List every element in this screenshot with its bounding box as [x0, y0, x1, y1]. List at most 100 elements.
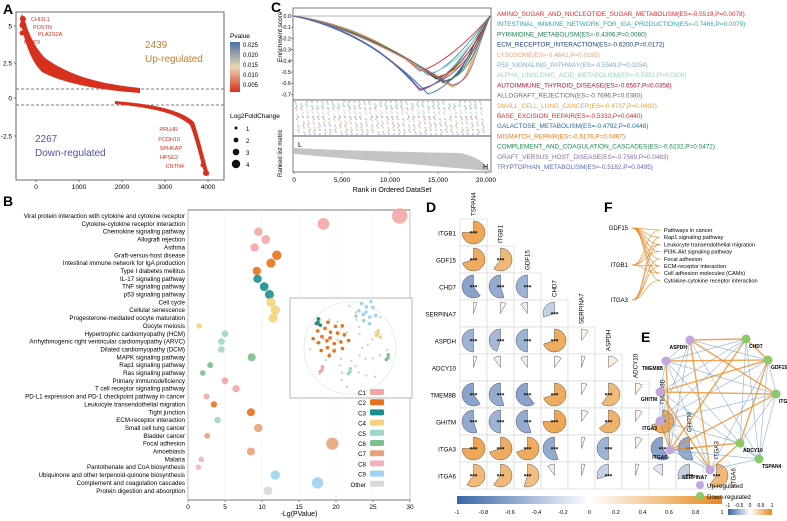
e-edge: [665, 359, 769, 362]
panel-d: D ITGB1 *** TSPAN4 GDF15 *** *** ITGB1 CHD7 *** *…: [425, 192, 737, 516]
d-pie: [473, 355, 478, 368]
net-cluster-node: [359, 301, 364, 306]
es-xticks: 0 5,000 10,000 15,000 20,000: [292, 172, 496, 184]
d-pie: [523, 463, 540, 488]
d-stars: ***: [524, 285, 532, 292]
b-bubble: [221, 330, 229, 338]
cluster-legend-label: C4: [358, 421, 366, 428]
b-category-label: Primary immunodeficiency: [112, 378, 185, 385]
d-col-label: ADCY10: [633, 353, 640, 378]
net-cluster-node: [373, 313, 378, 318]
b-category-label: PD-L1 expression and PD-1 checkpoint pat…: [25, 394, 185, 401]
net-node: [374, 331, 377, 334]
marker-l: L: [298, 142, 302, 149]
net-node: [357, 371, 361, 374]
cluster-legend-swatch: [370, 450, 384, 457]
d-stars: ***: [470, 474, 478, 481]
pvalue-tick: 0.015: [243, 63, 259, 69]
net-cluster-node: [327, 354, 331, 358]
b-category-label: Ras signaling pathway: [123, 370, 186, 377]
d-pie: [601, 382, 621, 407]
net-cluster-node: [364, 310, 368, 314]
d-pie: [515, 409, 532, 434]
b-bubble: [270, 470, 280, 480]
net-node: [354, 311, 358, 314]
d-pie: [635, 382, 643, 396]
d-stars: ***: [524, 393, 532, 400]
a-xtick-label: 1000: [72, 184, 87, 191]
d-pie: [581, 382, 588, 395]
d-stars: ***: [524, 447, 532, 454]
b-category-label: Type I diabetes mellitus: [120, 268, 185, 275]
b-category-label: Progesterone-mediated oocyte maturation: [69, 315, 185, 322]
net-cluster-node: [346, 371, 351, 376]
d-pie: [520, 301, 528, 315]
es-curve: [293, 15, 491, 83]
b-category-label: Bladder cancer: [143, 433, 185, 440]
down-label: Down-regulated: [35, 148, 106, 159]
d-pie: [488, 274, 505, 299]
up-point: [19, 21, 27, 29]
e-edge: [659, 391, 777, 395]
d-pie: [500, 301, 507, 314]
d-colorbar-tick: 0.4: [639, 510, 647, 516]
b-bubble: [391, 208, 408, 224]
b-bubble: [326, 437, 339, 450]
net-cluster-node: [376, 328, 381, 333]
d-row-label: ASPDH: [435, 339, 456, 346]
es-yticks: 0.0 -0.1 -0.2 -0.3 -0.4 -0.5 -0.6 -0.7: [282, 14, 293, 98]
es-curves: [293, 15, 491, 95]
d-colorbar-tick: -1: [455, 510, 460, 516]
e-node: [705, 465, 715, 475]
b-category-label: Malaria: [165, 456, 186, 463]
b-category-label: p53 signaling pathway: [124, 292, 186, 299]
fc-legend-dot: [232, 148, 240, 156]
d-pie: [462, 247, 486, 272]
panel-d-label: D: [426, 199, 436, 215]
f-link: [631, 227, 661, 260]
es-ytick-label: -0.4: [282, 59, 291, 65]
cluster-legend-swatch: [370, 429, 384, 436]
b-category-label: Graft-versus-host disease: [114, 252, 185, 259]
d-pie: [608, 355, 619, 368]
e-edge: [659, 391, 671, 451]
net-cluster-node: [320, 334, 324, 339]
d-stars: ***: [497, 393, 505, 400]
b-bubble: [199, 370, 206, 376]
b-bubble: [207, 362, 214, 369]
panel-f: F GDF15 ITGB1 ITGA3 Pathways in cancerRap1 …: [604, 199, 758, 304]
d-col-label: ITGA6: [731, 468, 738, 486]
d-stars: ***: [659, 447, 667, 454]
pathway-legend-item: ALLOGRAFT_REJECTION(ES=-0.7696,P=0.0380): [497, 93, 642, 100]
down-regulated-curve: [115, 101, 209, 175]
rank-xtick-label: 5,000: [334, 177, 351, 184]
net-cluster-node: [348, 366, 353, 371]
e-node-label: TMEM8B: [642, 366, 664, 372]
net-cluster-node: [314, 321, 319, 326]
b-bubble: [204, 432, 211, 439]
e-edge: [689, 339, 777, 395]
b-category-label: Focal adhesion: [143, 441, 186, 448]
d-pie: [493, 247, 513, 272]
panel-b-label: B: [3, 193, 13, 209]
es-curve: [293, 15, 491, 90]
e-edge: [659, 391, 711, 471]
bottom-gene-labels: PRLHR PCDH10 SPHKAP HPSE2 CNTN4: [158, 127, 184, 170]
d-colorbar-ticks: -1 -0.8 -0.6 -0.4 -0.2 0 0.2 0.4 0.6 0.8 1: [455, 510, 724, 516]
d-col-label: TSPAN4: [471, 192, 478, 216]
up-count: 2439: [145, 40, 168, 51]
net-node: [340, 378, 343, 382]
net-node: [365, 374, 368, 377]
net-node: [378, 316, 382, 319]
net-cluster-node: [340, 323, 345, 328]
net-cluster-node: [316, 316, 321, 321]
e-edge: [689, 339, 769, 361]
d-colorbar-tick: 0: [588, 510, 591, 516]
top-gene-label: MMP3: [24, 40, 40, 46]
net-cluster-node: [361, 318, 366, 323]
net-cluster-node: [325, 338, 329, 343]
net-cluster-node: [367, 321, 372, 326]
b-category-label: Arrhythmogenic right ventricular cardiom…: [29, 339, 185, 346]
up-label: Up-regulated: [145, 54, 203, 65]
